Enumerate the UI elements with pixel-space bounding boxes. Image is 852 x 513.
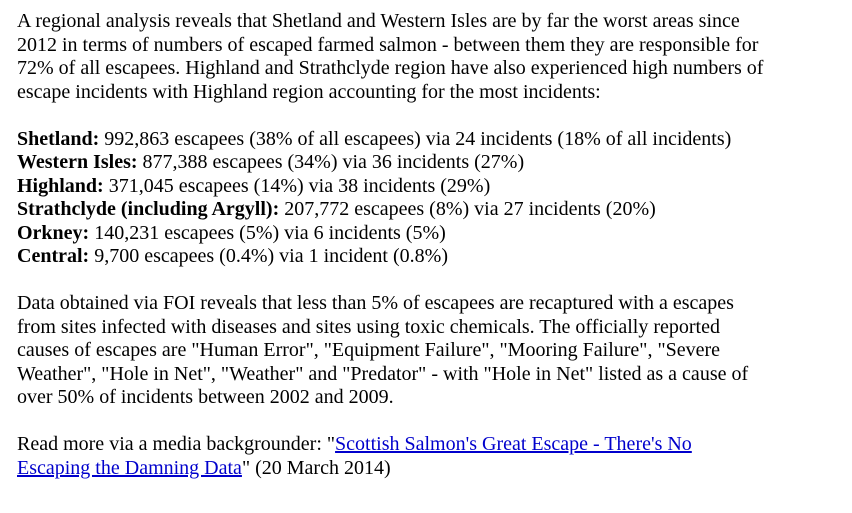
intro-paragraph: A regional analysis reveals that Shetlan…	[17, 10, 852, 104]
region-detail: 207,772 escapees (8%) via 27 incidents (…	[279, 198, 656, 220]
read-more-paragraph: Read more via a media backgrounder: "Sco…	[17, 433, 852, 480]
region-item-western-isles: Western Isles: 877,388 escapees (34%) vi…	[17, 151, 852, 175]
document-body: A regional analysis reveals that Shetlan…	[17, 10, 852, 480]
backgrounder-link-continued[interactable]: Escaping the Damning Data	[17, 456, 242, 479]
region-name: Central:	[17, 245, 90, 267]
region-detail: 992,863 escapees (38% of all escapees) v…	[99, 127, 732, 150]
region-item-strathclyde: Strathclyde (including Argyll): 207,772 …	[17, 198, 852, 222]
read-more-prefix: Read more via a media backgrounder: "	[17, 433, 336, 455]
region-item-shetland: Shetland: 992,863 escapees (38% of all e…	[17, 128, 852, 152]
text-line: Data obtained via FOI reveals that less …	[17, 292, 734, 314]
text-line: Read more via a media backgrounder: "Sco…	[17, 433, 852, 457]
region-name: Shetland:	[17, 127, 100, 150]
text-line: A regional analysis reveals that Shetlan…	[17, 10, 740, 32]
region-name: Orkney:	[17, 221, 90, 244]
read-more-suffix: " (20 March 2014)	[241, 456, 391, 479]
region-detail: 140,231 escapees (5%) via 6 incidents (5…	[89, 221, 446, 244]
region-detail: 371,045 escapees (14%) via 38 incidents …	[103, 174, 491, 197]
region-name: Strathclyde (including Argyll):	[17, 198, 280, 220]
text-line: 2012 in terms of numbers of escaped farm…	[17, 33, 759, 56]
text-line: Weather", "Hole in Net", "Weather" and "…	[17, 362, 749, 385]
text-line: 72% of all escapees. Highland and Strath…	[17, 57, 764, 79]
text-line: escape incidents with Highland region ac…	[17, 80, 601, 103]
region-detail: 9,700 escapees (0.4%) via 1 incident (0.…	[89, 245, 448, 267]
text-line: from sites infected with diseases and si…	[17, 315, 720, 338]
region-detail: 877,388 escapees (34%) via 36 incidents …	[137, 151, 525, 173]
foi-paragraph: Data obtained via FOI reveals that less …	[17, 292, 852, 410]
region-name: Western Isles:	[17, 151, 138, 173]
region-item-central: Central: 9,700 escapees (0.4%) via 1 inc…	[17, 245, 852, 269]
region-list: Shetland: 992,863 escapees (38% of all e…	[17, 128, 852, 269]
region-name: Highland:	[17, 174, 104, 197]
region-item-highland: Highland: 371,045 escapees (14%) via 38 …	[17, 175, 852, 199]
text-line: over 50% of incidents between 2002 and 2…	[17, 386, 394, 408]
text-line: causes of escapes are "Human Error", "Eq…	[17, 339, 721, 361]
region-item-orkney: Orkney: 140,231 escapees (5%) via 6 inci…	[17, 222, 852, 246]
text-line: Escaping the Damning Data" (20 March 201…	[17, 457, 852, 481]
backgrounder-link[interactable]: Scottish Salmon's Great Escape - There's…	[335, 433, 692, 455]
